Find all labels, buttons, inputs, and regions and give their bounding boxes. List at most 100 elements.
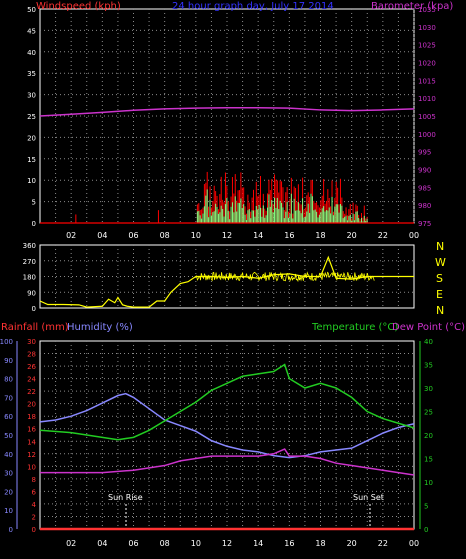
rain-tick-label: 20 <box>27 401 36 409</box>
baro-tick-label: 1030 <box>418 24 436 32</box>
dewpoint-line <box>40 448 415 476</box>
temp-tick-label: 10 <box>424 479 433 487</box>
rain-tick-label: 26 <box>27 363 36 371</box>
rain-tick-label: 22 <box>27 388 36 396</box>
barometer-axis-label: Barometer (kpa) <box>371 1 453 12</box>
rain-tick-label: 16 <box>27 426 36 434</box>
rain-tick-label: 28 <box>27 351 36 359</box>
temp-tick-label: 20 <box>424 432 433 440</box>
wind-tick-label: 10 <box>27 177 36 185</box>
compass-n-top: N <box>436 240 444 253</box>
wind-tick-label: 35 <box>27 70 36 78</box>
humidity-tick-label: 40 <box>4 451 13 459</box>
sunrise-label: Sun Rise <box>108 493 143 502</box>
wind-direction-line <box>39 255 414 308</box>
baro-tick-label: 1020 <box>418 60 436 68</box>
baro-tick-label: 1015 <box>418 77 436 85</box>
baro-tick-label: 980 <box>418 202 431 210</box>
rain-tick-label: 6 <box>32 488 37 496</box>
wind-tick-label: 30 <box>27 92 36 100</box>
baro-tick-label: 1010 <box>418 95 436 103</box>
baro-tick-label: 1035 <box>418 6 436 14</box>
compass-e: E <box>436 288 443 301</box>
x-tick-label: 06 <box>128 231 138 240</box>
humidity-tick-label: 80 <box>4 376 13 384</box>
dir-tick-label: 180 <box>23 274 36 282</box>
dir-tick-label: 270 <box>23 258 36 266</box>
compass-w: W <box>435 256 446 269</box>
baro-tick-label: 975 <box>418 220 431 228</box>
windspeed-axis-label: Windspeed (kph) <box>36 1 121 12</box>
wind-tick-label: 25 <box>27 113 36 121</box>
temperature-line <box>39 363 415 441</box>
x-tick-label: 10 <box>191 539 201 548</box>
chart-title: 24 hour graph day, July 17 2014 <box>172 1 334 12</box>
rain-tick-label: 14 <box>27 438 36 446</box>
compass-s: S <box>436 272 443 285</box>
humidity-tick-label: 0 <box>9 526 13 534</box>
rain-tick-label: 18 <box>27 413 36 421</box>
baro-tick-label: 1000 <box>418 131 436 139</box>
x-tick-label: 20 <box>347 231 357 240</box>
wind-bars <box>75 171 368 223</box>
temp-tick-label: 0 <box>424 526 428 534</box>
sunset-label: Sun Set <box>353 493 384 502</box>
baro-tick-label: 995 <box>418 149 431 157</box>
baro-tick-label: 1025 <box>418 42 436 50</box>
x-tick-label: 12 <box>222 539 232 548</box>
x-tick-label: 10 <box>191 231 201 240</box>
x-tick-label: 02 <box>66 539 76 548</box>
x-tick-label: 16 <box>284 231 294 240</box>
wind-tick-label: 50 <box>27 6 36 14</box>
wind-tick-label: 20 <box>27 134 36 142</box>
x-tick-label: 06 <box>128 539 138 548</box>
wind-direction-jitter <box>195 271 375 283</box>
humidity-tick-label: 100 <box>0 338 13 346</box>
rainfall-axis-label: Rainfall (mm) <box>1 322 69 333</box>
dir-tick-label: 90 <box>27 289 36 297</box>
rain-tick-label: 30 <box>27 338 36 346</box>
tick-labels: 0510152025303540455097598098599099510001… <box>0 6 436 548</box>
humidity-tick-label: 70 <box>4 394 13 402</box>
temp-tick-label: 15 <box>424 456 433 464</box>
temp-tick-label: 5 <box>424 503 428 511</box>
x-tick-label: 20 <box>347 539 357 548</box>
x-tick-label: 08 <box>160 539 170 548</box>
humidity-line <box>39 392 415 459</box>
humidity-tick-label: 20 <box>4 488 13 496</box>
dir-tick-label: 0 <box>32 305 36 313</box>
rain-tick-label: 4 <box>32 501 37 509</box>
x-tick-label: 02 <box>66 231 76 240</box>
grid-layer <box>16 9 421 529</box>
temp-tick-label: 25 <box>424 409 433 417</box>
wind-tick-label: 45 <box>27 27 36 35</box>
humidity-tick-label: 10 <box>4 507 13 515</box>
wind-tick-label: 0 <box>32 220 36 228</box>
temp-tick-label: 40 <box>424 338 433 346</box>
x-tick-label: 18 <box>315 539 325 548</box>
x-tick-label: 00 <box>409 231 419 240</box>
x-tick-label: 18 <box>315 231 325 240</box>
humidity-tick-label: 50 <box>4 432 13 440</box>
humidity-tick-label: 60 <box>4 413 13 421</box>
compass-n-bottom: N <box>436 304 444 317</box>
rain-tick-label: 12 <box>27 451 36 459</box>
x-tick-label: 00 <box>409 539 419 548</box>
x-tick-label: 14 <box>253 539 263 548</box>
x-tick-label: 12 <box>222 231 232 240</box>
x-tick-label: 08 <box>160 231 170 240</box>
baro-tick-label: 1005 <box>418 113 436 121</box>
wind-tick-label: 15 <box>27 156 36 164</box>
humidity-axis-label: Humidity (%) <box>67 322 133 333</box>
temp-tick-label: 35 <box>424 362 433 370</box>
x-tick-label: 22 <box>378 231 388 240</box>
humidity-tick-label: 90 <box>4 357 13 365</box>
humidity-tick-label: 30 <box>4 470 13 478</box>
barometer-line <box>39 107 415 117</box>
x-tick-label: 22 <box>378 539 388 548</box>
baro-tick-label: 985 <box>418 184 431 192</box>
dewpoint-axis-label: Dew Point (°C) <box>392 322 465 333</box>
x-tick-label: 04 <box>97 539 107 548</box>
